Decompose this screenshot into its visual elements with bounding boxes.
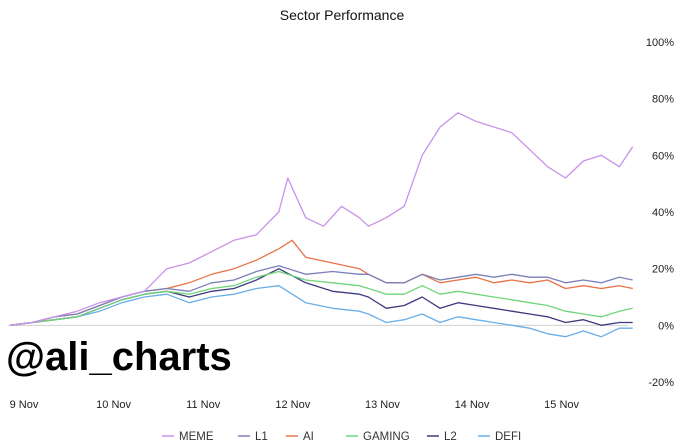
y-tick-label: 40% xyxy=(652,207,674,219)
y-tick-label: -20% xyxy=(648,377,674,389)
x-tick-label: 15 Nov xyxy=(544,399,579,411)
series-line-defi xyxy=(9,285,633,338)
x-tick-label: 11 Nov xyxy=(186,399,221,411)
x-axis-ticks: 9 Nov 10 Nov 11 Nov 12 Nov 13 Nov 14 Nov 15 No… xyxy=(10,399,580,411)
legend-label-l1: L1 xyxy=(255,431,268,443)
y-axis-ticks: 100% 80% 60% 40% 20% 0% -20% xyxy=(646,37,674,389)
watermark: @ali_charts xyxy=(6,335,232,379)
x-tick-label: 10 Nov xyxy=(96,399,131,411)
legend-label-l2: L2 xyxy=(444,431,457,443)
legend-label-gaming: GAMING xyxy=(363,431,410,443)
x-tick-label: 13 Nov xyxy=(365,399,400,411)
legend: MEME L1 AI GAMING L2 DEFI xyxy=(162,431,521,443)
x-tick-label: 14 Nov xyxy=(455,399,490,411)
legend-label-defi: DEFI xyxy=(495,431,521,443)
y-tick-label: 100% xyxy=(646,37,674,49)
y-tick-label: 0% xyxy=(658,320,674,332)
x-tick-label: 9 Nov xyxy=(10,399,39,411)
x-tick-label: 12 Nov xyxy=(275,399,310,411)
y-tick-label: 20% xyxy=(652,264,674,276)
y-tick-label: 60% xyxy=(652,150,674,162)
series-line-gaming xyxy=(9,270,633,326)
series-line-meme xyxy=(9,112,634,326)
chart-title: Sector Performance xyxy=(280,7,405,23)
legend-label-meme: MEME xyxy=(179,431,214,443)
legend-label-ai: AI xyxy=(303,431,314,443)
y-tick-label: 80% xyxy=(652,94,674,106)
series-line-ai xyxy=(9,239,633,326)
series-line-l1 xyxy=(9,265,633,326)
series-lines xyxy=(9,112,634,338)
